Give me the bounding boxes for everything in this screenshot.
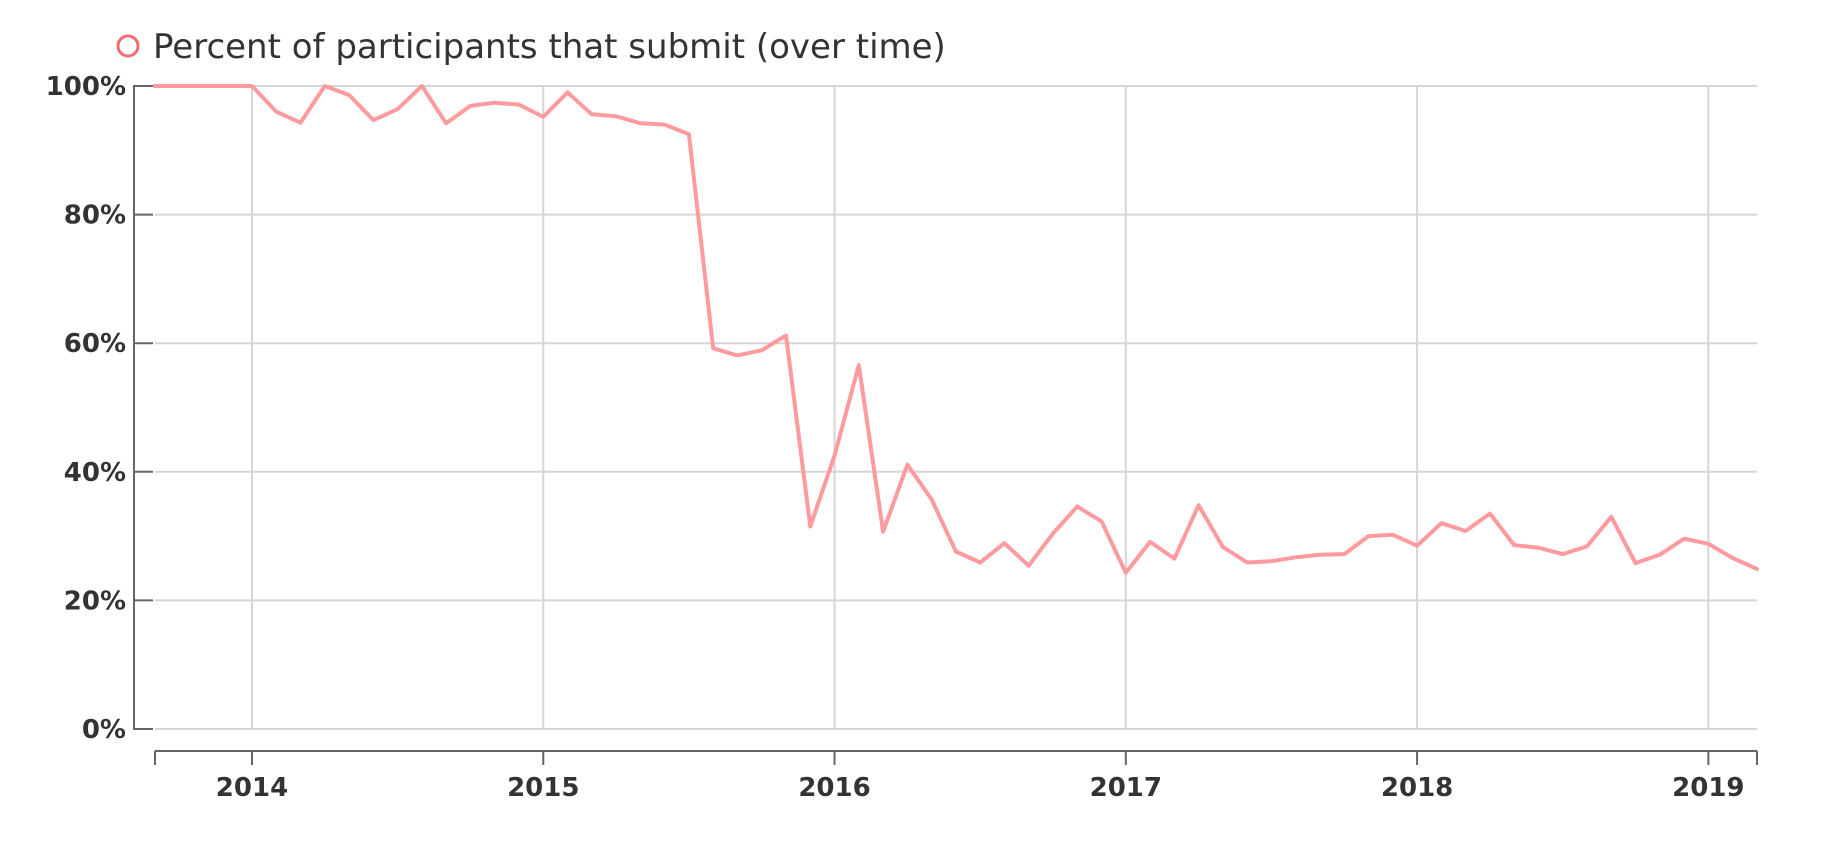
- data-point: [1657, 552, 1663, 558]
- data-point: [1414, 543, 1420, 549]
- data-point: [1026, 563, 1032, 569]
- data-point: [1050, 531, 1056, 537]
- data-point: [419, 83, 425, 89]
- data-point: [370, 117, 376, 123]
- data-point: [1244, 560, 1250, 566]
- x-tick-label: 2016: [798, 773, 870, 803]
- data-point: [1074, 504, 1080, 510]
- data-point: [298, 120, 304, 126]
- data-point: [540, 114, 546, 120]
- data-point: [832, 453, 838, 459]
- data-point: [1560, 551, 1566, 557]
- data-point: [662, 122, 668, 128]
- data-point: [200, 83, 206, 89]
- data-point: [637, 120, 643, 126]
- data-point: [249, 83, 255, 89]
- data-point: [565, 89, 571, 95]
- data-point: [1123, 570, 1129, 576]
- data-point: [734, 352, 740, 358]
- y-tick-label: 100%: [46, 72, 126, 102]
- data-point: [1341, 551, 1347, 557]
- data-point: [1293, 554, 1299, 560]
- data-point: [1584, 543, 1590, 549]
- y-tick-label: 80%: [64, 201, 126, 231]
- series-layer: [152, 83, 1760, 576]
- data-point: [176, 83, 182, 89]
- data-point: [783, 333, 789, 339]
- data-point: [1487, 511, 1493, 517]
- data-point: [1317, 552, 1323, 558]
- y-tick-label: 40%: [64, 458, 126, 488]
- x-tick-label: 2017: [1090, 773, 1162, 803]
- data-point: [152, 83, 158, 89]
- data-point: [1171, 556, 1177, 562]
- axes: 0% 20% 40% 60% 80% 100% 2014 2015 2016 2017 2018 20…: [46, 72, 1757, 803]
- data-point: [273, 109, 279, 115]
- x-tick-label: 2019: [1672, 773, 1744, 803]
- data-point: [467, 103, 473, 109]
- data-point: [1681, 536, 1687, 542]
- data-point: [1268, 558, 1274, 564]
- data-point: [710, 345, 716, 351]
- y-tick-label: 60%: [64, 329, 126, 359]
- data-point: [492, 100, 498, 106]
- y-tick-label: 0%: [82, 715, 126, 745]
- data-point: [953, 549, 959, 555]
- data-point: [1366, 533, 1372, 539]
- data-point: [904, 462, 910, 468]
- data-point: [1099, 518, 1105, 524]
- data-point: [1730, 555, 1736, 561]
- data-point: [1463, 528, 1469, 534]
- data-point: [1438, 520, 1444, 526]
- data-point: [443, 120, 449, 126]
- gridlines: [155, 86, 1757, 729]
- data-point: [686, 131, 692, 137]
- data-point: [1001, 540, 1007, 546]
- circle-outline-icon: [118, 36, 138, 56]
- data-point: [395, 106, 401, 112]
- data-point: [613, 113, 619, 119]
- data-point: [759, 347, 765, 353]
- legend-label: Percent of participants that submit (ove…: [153, 27, 946, 67]
- data-point: [1608, 514, 1614, 520]
- data-point: [589, 111, 595, 117]
- data-point: [880, 529, 886, 535]
- data-point: [1754, 566, 1760, 572]
- data-point: [856, 362, 862, 368]
- data-point: [1535, 545, 1541, 551]
- series-line[interactable]: [155, 86, 1757, 573]
- data-point: [807, 524, 813, 530]
- x-tick-label: 2015: [507, 773, 579, 803]
- y-tick-label: 20%: [64, 586, 126, 616]
- data-point: [516, 102, 522, 108]
- data-point: [1147, 539, 1153, 545]
- data-point: [929, 496, 935, 502]
- legend[interactable]: Percent of participants that submit (ove…: [118, 27, 946, 67]
- x-tick-label: 2018: [1381, 773, 1453, 803]
- data-point: [346, 92, 352, 98]
- data-point: [977, 560, 983, 566]
- data-point: [1390, 532, 1396, 538]
- data-point: [225, 83, 231, 89]
- data-point: [1705, 541, 1711, 547]
- data-point: [1633, 560, 1639, 566]
- data-point: [1196, 502, 1202, 508]
- data-point: [322, 83, 328, 89]
- data-point: [1511, 542, 1517, 548]
- data-point: [1220, 544, 1226, 550]
- x-tick-label: 2014: [216, 773, 288, 803]
